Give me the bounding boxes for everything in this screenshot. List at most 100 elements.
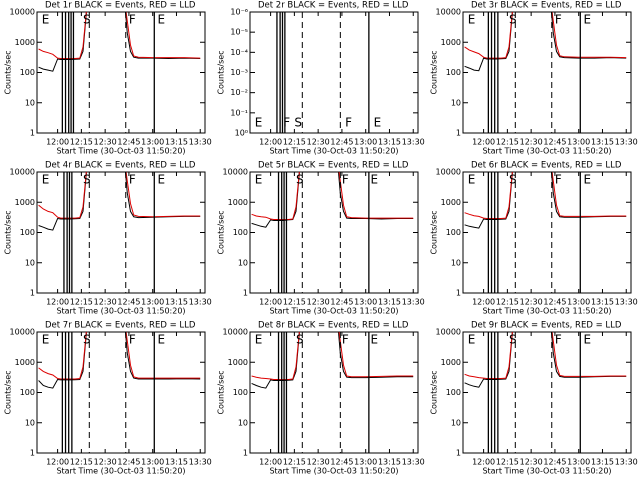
x-tick-label: 12:30 — [94, 298, 117, 307]
x-tick-label: 12:30 — [520, 458, 543, 467]
x-tick-label: 13:15 — [378, 298, 401, 307]
x-tick-label: 12:00 — [259, 138, 282, 147]
y-tick-label: 10000 — [10, 168, 35, 177]
event-label: E — [255, 116, 263, 130]
y-tick-label: 100 — [20, 228, 35, 237]
event-label: E — [583, 173, 591, 187]
panel: Det 8r BLACK = Events, RED = LLD Start Ti… — [217, 321, 425, 476]
event-label: E — [583, 13, 591, 27]
x-tick-label: 12:45 — [330, 138, 353, 147]
y-tick-label: 10 — [25, 98, 35, 107]
event-label: F — [342, 333, 349, 347]
y-tick-label: 10000 — [10, 328, 35, 337]
y-tick-label: 100 — [20, 68, 35, 77]
x-tick-label: 12:00 — [46, 138, 69, 147]
x-tick-label: 12:30 — [307, 298, 330, 307]
plot-frame — [36, 171, 206, 294]
plot-frame — [249, 331, 419, 454]
y-tick-label: 100 — [233, 388, 248, 397]
series-line — [251, 332, 414, 380]
event-label: E — [157, 173, 165, 187]
y-tick-label: 1000 — [441, 358, 461, 367]
x-axis-label: Start Time (30-Oct-03 11:50:20) — [269, 307, 398, 316]
panel: Det 6r BLACK = Events, RED = LLD Start Ti… — [430, 161, 638, 316]
y-tick-label: 10000 — [436, 328, 461, 337]
chart-title: Det 2r BLACK = Events, RED = LLD — [258, 1, 409, 11]
x-tick-label: 13:30 — [615, 458, 638, 467]
x-tick-label: 13:15 — [591, 458, 614, 467]
y-axis-label: Counts/sec — [4, 370, 13, 414]
x-tick-label: 13:00 — [567, 138, 590, 147]
x-tick-label: 12:45 — [117, 458, 140, 467]
x-tick-label: 12:15 — [496, 138, 519, 147]
plot-area — [251, 332, 414, 389]
x-tick-label: 13:00 — [141, 458, 164, 467]
plot-area — [38, 332, 201, 389]
y-tick-label: 10⁻⁴ — [230, 48, 248, 57]
event-label: F — [555, 13, 562, 27]
event-label: S — [509, 13, 517, 27]
y-tick-label: 100 — [446, 228, 461, 237]
panel: Det 5r BLACK = Events, RED = LLD Start Ti… — [217, 161, 425, 316]
event-label: E — [255, 333, 263, 347]
y-tick-label: 1000 — [15, 358, 35, 367]
chart-title: Det 8r BLACK = Events, RED = LLD — [258, 321, 409, 331]
x-tick-label: 12:00 — [472, 298, 495, 307]
y-tick-label: 10 — [451, 98, 461, 107]
x-tick-label: 12:45 — [330, 458, 353, 467]
x-tick-label: 13:15 — [165, 298, 188, 307]
y-axis-label: Counts/sec — [217, 210, 226, 254]
event-label: E — [370, 333, 378, 347]
y-tick-label: 10000 — [436, 168, 461, 177]
series-line — [251, 172, 414, 228]
event-label: F — [129, 13, 136, 27]
series-line — [38, 172, 201, 219]
x-tick-label: 12:00 — [46, 458, 69, 467]
chart-title: Det 7r BLACK = Events, RED = LLD — [45, 321, 196, 331]
event-label: S — [296, 333, 304, 347]
y-tick-label: 10 — [25, 418, 35, 427]
x-tick-label: 12:45 — [330, 298, 353, 307]
y-tick-label: 1 — [30, 449, 35, 458]
series-line — [464, 12, 627, 59]
event-label: E — [42, 173, 50, 187]
x-tick-label: 13:30 — [189, 458, 212, 467]
y-tick-label: 10⁰ — [235, 129, 248, 138]
x-tick-label: 13:30 — [402, 138, 425, 147]
y-tick-label: 10 — [451, 418, 461, 427]
series-line — [251, 332, 414, 389]
x-tick-label: 13:00 — [354, 138, 377, 147]
x-tick-label: 12:00 — [259, 458, 282, 467]
y-axis-label: Counts/sec — [4, 50, 13, 94]
panel: Det 3r BLACK = Events, RED = LLD Start Ti… — [430, 1, 638, 156]
y-tick-label: 10⁻³ — [230, 68, 248, 77]
panel: Det 7r BLACK = Events, RED = LLD Start Ti… — [4, 321, 212, 476]
event-label: S — [296, 173, 304, 187]
x-tick-label: 13:15 — [591, 298, 614, 307]
x-axis-label: Start Time (30-Oct-03 11:50:20) — [269, 467, 398, 476]
panel: Det 1r BLACK = Events, RED = LLD Start Ti… — [4, 1, 212, 156]
x-tick-label: 12:15 — [496, 458, 519, 467]
y-tick-label: 100 — [20, 388, 35, 397]
y-tick-label: 1000 — [15, 198, 35, 207]
event-label: E — [157, 13, 165, 27]
x-tick-label: 12:15 — [283, 458, 306, 467]
x-tick-label: 13:15 — [165, 138, 188, 147]
panel: Det 4r BLACK = Events, RED = LLD Start Ti… — [4, 161, 212, 316]
x-tick-label: 12:00 — [472, 458, 495, 467]
y-axis-label: Counts/sec — [217, 370, 226, 414]
x-tick-label: 12:45 — [543, 458, 566, 467]
x-tick-label: 12:45 — [543, 138, 566, 147]
plot-frame — [249, 11, 419, 134]
plot-area — [38, 172, 201, 231]
series-line — [38, 172, 201, 231]
series-line — [464, 172, 627, 229]
y-axis-label: Counts/sec — [430, 370, 439, 414]
y-tick-label: 10 — [238, 258, 248, 267]
x-tick-label: 12:45 — [543, 298, 566, 307]
x-tick-label: 12:00 — [259, 298, 282, 307]
x-tick-label: 12:15 — [283, 298, 306, 307]
event-label: E — [583, 333, 591, 347]
series-line — [38, 12, 201, 72]
